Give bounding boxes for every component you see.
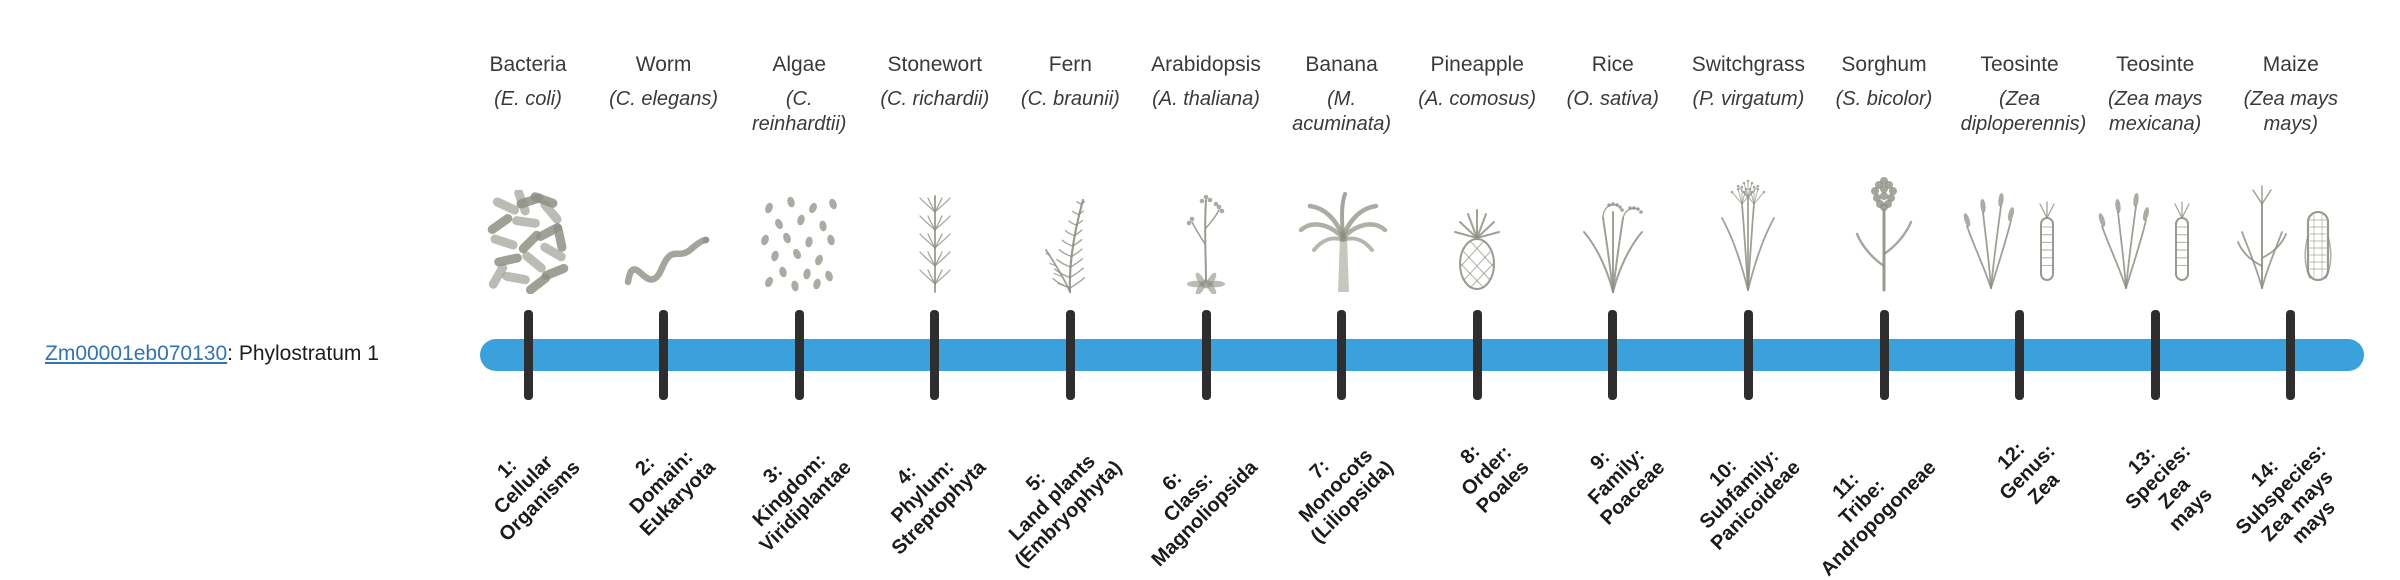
phylostratum-label-4: 4: Phylum: Streptophyta [887,455,991,560]
organism-name: Rice [1591,53,1634,76]
phylostratum-tick-5 [1065,310,1075,400]
organism-species: (P. virgatum) [1692,88,1805,110]
teosinte-icon [2080,164,2230,294]
phylostratum-label-2: 2: Domain: Eukaryota [625,446,720,541]
phylostratum-label-8: 8: Order: Poales [1456,440,1534,518]
phylostratum-label-1: 1: Cellular Organisms [489,451,585,546]
phylostratum-tick-7 [1337,310,1347,400]
organism-column-teosinte-13: Teosinte (Zea mays mexicana) [2080,52,2230,302]
algae-icon [724,164,874,294]
organism-column-stonewort-4: Stonewort (C. richardii) [860,52,1010,302]
phylostratum-label-3: 3: Kingdom: Viridiplantae [748,449,856,557]
pineapple-icon [1402,164,1552,294]
sorghum-icon [1809,164,1959,294]
phylostratum-label-11: 11: Tribe: Andropogoneae [1816,456,1941,580]
organism-species: (C. reinhardtii) [751,88,847,135]
organism-name: Bacteria [489,53,567,76]
organism-name: Stonewort [887,53,983,76]
organism-column-rice-9: Rice (O. sativa) [1538,52,1688,302]
organism-column-banana-7: Banana (M. acuminata) [1267,52,1417,302]
organism-species: (S. bicolor) [1835,88,1933,110]
worm-icon [589,164,739,294]
organism-name: Fern [1048,53,1092,76]
maize-icon [2216,164,2366,294]
phylostratum-label-12: 12: Genus: Zea [1993,438,2064,509]
phylostratum-tick-11 [1879,310,1889,400]
organism-column-algae-3: Algae (C. reinhardtii) [724,52,874,302]
organism-column-worm-2: Worm (C. elegans) [589,52,739,302]
organism-column-maize-14: Maize (Zea mays mays) [2216,52,2366,302]
phylostratum-label-10: 10: Subfamily: Panicoideae [1695,445,1805,555]
organism-species: (Zea mays mays) [2243,88,2339,135]
organism-species: (Zea mays mexicana) [2107,88,2203,135]
bacteria-icon [453,164,603,294]
fern-icon [995,164,1145,294]
organism-column-bacteria-1: Bacteria (E. coli) [453,52,603,302]
phylostratum-tick-4 [930,310,940,400]
organism-name: Worm [635,53,692,76]
phylostratum-tick-13 [2150,310,2160,400]
organism-species: (C. richardii) [880,88,990,110]
banana-icon [1267,164,1417,294]
teosinte-icon [1945,164,2095,294]
organism-name: Pineapple [1430,53,1524,76]
switchgrass-icon [1673,164,1823,294]
phylostratum-tick-1 [523,310,533,400]
phylostratum-tick-9 [1608,310,1618,400]
organism-name: Teosinte [2116,53,2195,76]
organism-species: (C. elegans) [609,88,719,110]
organism-name: Sorghum [1841,53,1927,76]
phylostratum-label-9: 9: Family: Poaceae [1583,444,1669,530]
organism-column-teosinte-12: Teosinte (Zea diploperennis) [1945,52,2095,302]
phylostratum-tick-14 [2286,310,2296,400]
organism-name: Maize [2262,53,2319,76]
organism-column-pineapple-8: Pineapple (A. comosus) [1402,52,1552,302]
organism-species: (O. sativa) [1566,88,1659,110]
organism-species: (M. acuminata) [1292,88,1392,135]
organism-column-sorghum-11: Sorghum (S. bicolor) [1809,52,1959,302]
arabidopsis-icon [1131,164,1281,294]
rice-icon [1538,164,1688,294]
organism-name: Algae [772,53,827,76]
organism-name: Teosinte [1980,53,2059,76]
organism-column-switchgrass-10: Switchgrass (P. virgatum) [1673,52,1823,302]
organism-column-fern-5: Fern (C. braunii) [995,52,1145,302]
phylostratum-tick-8 [1472,310,1482,400]
organism-name: Arabidopsis [1151,53,1261,76]
phylostratum-tick-12 [2015,310,2025,400]
phylostratum-label-5: 5: Land plants (Embryophyta) [1005,450,1127,572]
phylostratum-tick-10 [1743,310,1753,400]
organism-species: (A. thaliana) [1152,88,1260,110]
organism-species: (Zea diploperennis) [1960,88,2087,135]
phylostratum-tick-2 [659,310,669,400]
phylostratum-tick-6 [1201,310,1211,400]
organism-name: Banana [1305,53,1378,76]
phylostratum-label-6: 6: Class: Magnoliopsida [1147,456,1263,572]
phylostratum-label-7: 7: Monocots (Liliopsida) [1294,444,1398,548]
phylostratum-label-13: 13: Species: Zea mays [2121,440,2217,536]
phylostratum-text: : Phylostratum 1 [227,342,379,365]
organism-species: (C. braunii) [1020,88,1120,110]
organism-species: (A. comosus) [1418,88,1537,110]
stonewort-icon [860,164,1010,294]
gene-label: Zm00001eb070130: Phylostratum 1 [45,342,379,366]
organism-column-arabidopsis-6: Arabidopsis (A. thaliana) [1131,52,1281,302]
gene-id-link[interactable]: Zm00001eb070130 [45,342,228,365]
timeline-bar [480,339,2364,371]
phylostratum-label-14: 14: Subspecies: Zea mays mays [2231,440,2340,549]
organism-species: (E. coli) [494,88,562,110]
organism-name: Switchgrass [1691,53,1805,76]
phylostratum-tick-3 [794,310,804,400]
